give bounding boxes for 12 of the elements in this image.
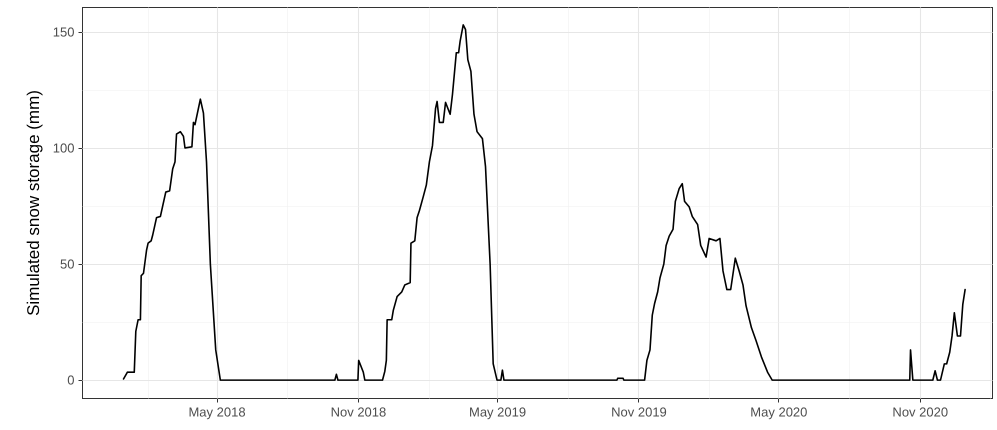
x-tick-label: Nov 2018 [330,404,386,420]
x-tick-label: Nov 2020 [892,404,948,420]
x-tick-label: May 2020 [750,404,808,420]
y-tick-label: 100 [52,140,74,156]
y-tick-label: 150 [52,24,74,40]
x-tick-label: May 2018 [188,404,246,420]
y-tick-label: 0 [67,372,74,388]
y-tick-label: 50 [60,256,74,272]
line-series [122,24,966,381]
x-tick-label: May 2019 [468,404,526,420]
y-axis-title: Simulated snow storage (mm) [24,90,43,316]
x-tick-label: Nov 2019 [611,404,667,420]
